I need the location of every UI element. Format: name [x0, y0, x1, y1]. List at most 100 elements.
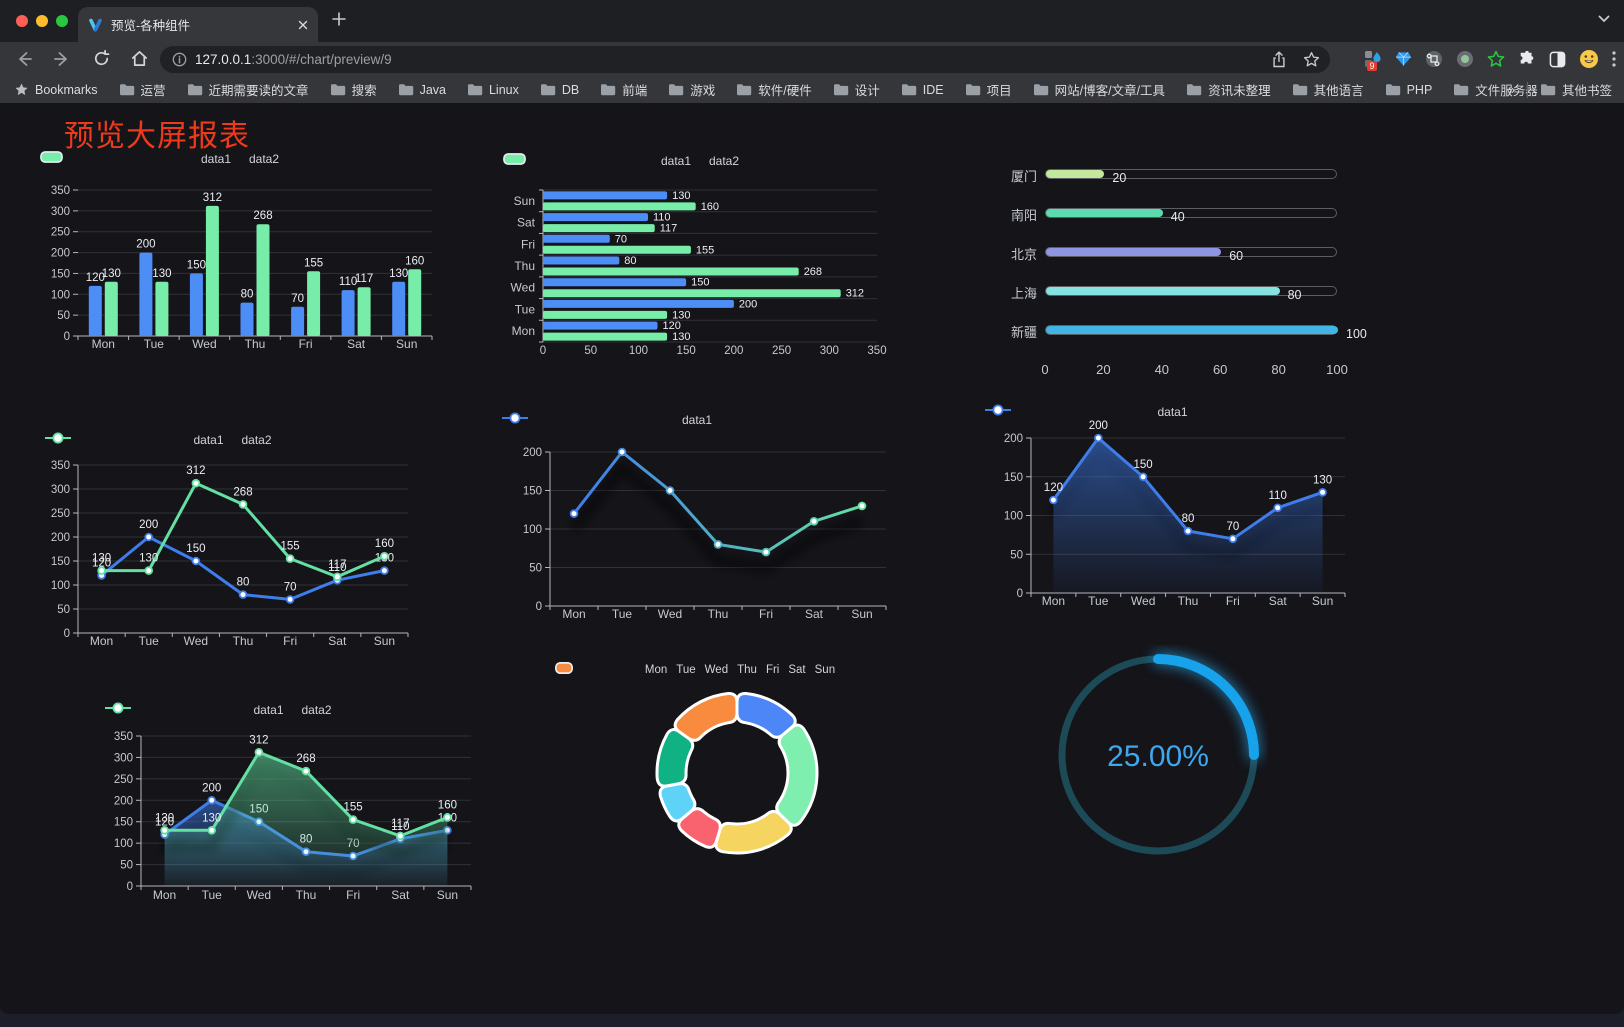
bookmark-item[interactable]: 文件服务器 [1453, 80, 1538, 99]
extension-gem-button[interactable] [1395, 51, 1412, 67]
tab-favicon [89, 18, 102, 31]
legend-item[interactable]: data1 [502, 412, 713, 427]
share-button[interactable] [1271, 51, 1287, 68]
legend-swatch-icon [503, 153, 526, 165]
bookmarks-overflow-button[interactable]: » [1508, 82, 1515, 97]
bookmark-item[interactable]: 网站/博客/文章/工具 [1033, 80, 1165, 99]
svg-text:150: 150 [51, 268, 70, 280]
chart-legend: data1 data2 [503, 153, 897, 169]
legend-item[interactable]: Mon [555, 662, 667, 676]
chart-horizontal-bar: 0 50 100 150 200 250 300 350 Mon 120 130 Tue 200 130 W… [503, 150, 897, 364]
legend-item[interactable]: Fri [555, 662, 779, 676]
forward-button[interactable] [52, 49, 72, 69]
legend-item[interactable]: data1 [105, 702, 284, 717]
legend-item[interactable]: Sat [555, 662, 806, 676]
legend-item[interactable]: data1 [503, 153, 691, 168]
legend-item[interactable]: Wed [555, 662, 728, 676]
donut-slice[interactable] [658, 782, 697, 823]
window-zoom-button[interactable] [56, 15, 68, 27]
window-minimize-button[interactable] [36, 15, 48, 27]
star-filled-icon [15, 83, 28, 96]
legend-item[interactable]: data2 [503, 153, 740, 168]
window-close-button[interactable] [16, 15, 28, 27]
svg-text:200: 200 [51, 248, 70, 260]
bookmark-item[interactable]: 项目 [965, 80, 1012, 99]
bookmark-item[interactable]: 其他语言 [1292, 80, 1364, 99]
svg-text:Thu: Thu [245, 337, 266, 351]
extension-darkreader-button[interactable] [1549, 51, 1566, 68]
browser-tab[interactable]: 预览-各种组件 [78, 7, 318, 42]
legend-item[interactable]: Sun [555, 662, 835, 676]
progress-label: 南阳 [1010, 208, 1037, 223]
bookmark-item[interactable]: 搜索 [330, 80, 377, 99]
donut-slice[interactable] [673, 692, 739, 742]
bookmark-item[interactable]: 运营 [119, 80, 166, 99]
extensions-menu-button[interactable] [1518, 50, 1536, 68]
extension-command-button[interactable] [1425, 50, 1443, 68]
svg-text:117: 117 [391, 818, 409, 830]
bookmark-item[interactable]: IDE [901, 83, 944, 97]
svg-text:300: 300 [114, 752, 133, 764]
svg-text:100: 100 [1004, 511, 1023, 523]
bookmark-item[interactable]: Java [398, 83, 446, 97]
svg-text:80: 80 [624, 255, 636, 267]
bookmark-star-button[interactable] [1303, 51, 1320, 68]
donut-slice[interactable] [655, 728, 695, 788]
legend-item[interactable]: data1 [45, 432, 224, 447]
legend-line-icon [985, 404, 1011, 416]
bookmark-item[interactable]: 游戏 [668, 80, 715, 99]
site-info-button[interactable] [172, 52, 187, 67]
svg-text:Sun: Sun [374, 634, 395, 648]
svg-text:200: 200 [51, 532, 70, 544]
bookmark-item[interactable]: 资讯未整理 [1186, 80, 1271, 99]
bookmark-item[interactable]: Linux [467, 83, 519, 97]
svg-text:50: 50 [584, 345, 597, 357]
bookmark-item[interactable]: 软件/硬件 [736, 80, 812, 99]
profile-avatar[interactable] [1579, 49, 1599, 69]
legend-label: data2 [709, 154, 740, 168]
home-button[interactable] [130, 49, 149, 68]
axis-tick-label: 20 [1096, 362, 1111, 377]
donut-slice[interactable] [677, 807, 722, 849]
legend-item[interactable]: data1 [40, 151, 231, 166]
extension-record-button[interactable] [1456, 50, 1474, 68]
donut-slice[interactable] [775, 723, 819, 827]
legend-item[interactable]: data2 [105, 702, 332, 717]
legend-label: data1 [681, 413, 713, 427]
bookmark-item[interactable]: 近期需要读的文章 [187, 80, 309, 99]
reload-button[interactable] [92, 49, 111, 68]
bookmark-item[interactable]: DB [540, 83, 579, 97]
progress-fill [1046, 326, 1338, 334]
legend-item[interactable]: Thu [555, 662, 757, 676]
tab-close-button[interactable] [298, 20, 308, 30]
legend-item[interactable]: data1 [985, 404, 1188, 419]
svg-text:Sun: Sun [1312, 594, 1333, 608]
svg-text:Thu: Thu [708, 607, 729, 621]
svg-text:110: 110 [1269, 490, 1287, 502]
legend-line-icon [45, 432, 71, 444]
legend-item[interactable]: Tue [555, 662, 696, 676]
browser-menu-button[interactable] [1612, 51, 1616, 67]
svg-text:Wed: Wed [247, 888, 271, 902]
bookmark-item[interactable]: 前端 [600, 80, 647, 99]
svg-text:117: 117 [660, 223, 678, 235]
other-bookmarks-button[interactable]: 其他书签 [1540, 80, 1612, 99]
bookmark-item[interactable]: PHP [1385, 83, 1432, 97]
legend-item[interactable]: data2 [40, 151, 279, 166]
extension-star-button[interactable] [1487, 50, 1505, 68]
legend-item[interactable]: data2 [45, 432, 272, 447]
url-path: :3000/#/chart/preview/9 [251, 52, 392, 67]
tab-strip: 预览-各种组件 [0, 0, 1624, 42]
donut-slice[interactable] [714, 809, 793, 855]
bookmark-item[interactable]: 设计 [833, 80, 880, 99]
svg-text:110: 110 [339, 276, 357, 288]
extension-proxy-button[interactable]: 9 [1364, 50, 1382, 71]
folder-icon [965, 84, 980, 96]
url-bar[interactable]: 127.0.0.1:3000/#/chart/preview/9 [160, 46, 1330, 73]
back-button[interactable] [14, 49, 34, 69]
svg-text:Sat: Sat [805, 607, 824, 621]
new-tab-button[interactable] [332, 12, 346, 26]
info-icon [172, 52, 187, 67]
tab-search-chevron-button[interactable] [1598, 15, 1610, 23]
bookmarks-root-button[interactable]: Bookmarks [14, 82, 98, 97]
